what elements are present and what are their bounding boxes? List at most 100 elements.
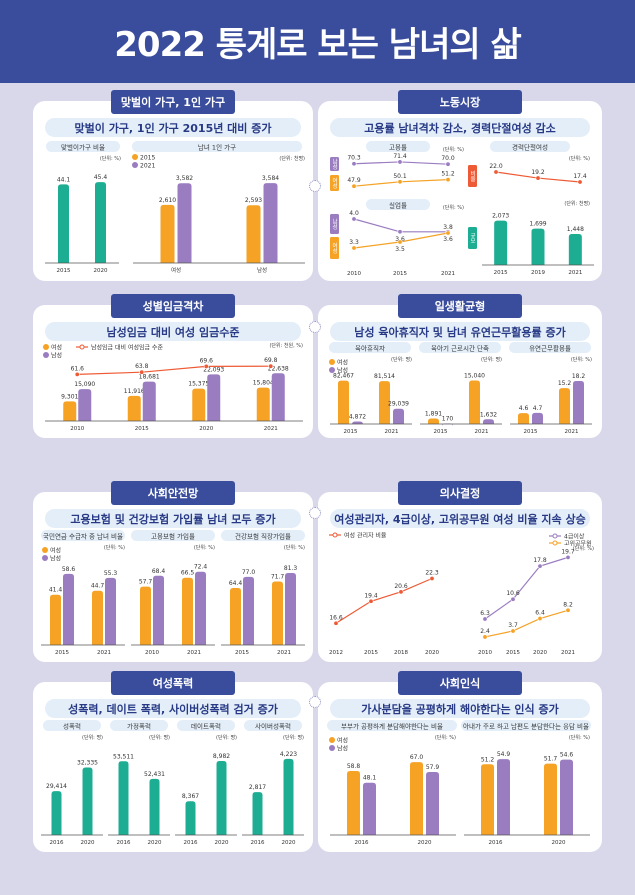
bar: [481, 764, 494, 835]
data-label: 48.1: [363, 775, 377, 782]
bar: [272, 581, 283, 645]
tick-label: 2020: [148, 840, 162, 846]
section-title: 성별임금격차: [111, 294, 235, 318]
tick-label: 2016: [489, 840, 503, 846]
bar: [497, 759, 510, 835]
legend-label: 여성: [337, 359, 348, 367]
tick-label: 2021: [264, 426, 278, 432]
chart-title-pill: [110, 720, 168, 731]
unit-label: (단위: %): [435, 734, 456, 741]
data-label: 9,301: [61, 393, 78, 400]
chart-title: 경력단절여성: [512, 143, 548, 152]
legend-swatch: [42, 555, 48, 561]
unit-label: (단위: 명): [391, 356, 412, 363]
chart-title: 실업률: [389, 201, 407, 210]
section-subtitle: 남성 육아휴직자 및 남녀 유연근무활용률 증가: [330, 322, 590, 341]
bar: [568, 233, 582, 265]
data-label: 57.7: [139, 579, 153, 586]
chart-title-pill: [366, 141, 430, 152]
chart-title: 사이버성폭력: [255, 722, 291, 731]
chart-title: 유연근무활용률: [529, 344, 571, 353]
panel-perception: 사회인식 가사분담을 공평하게 해야한다는 인식 증가 부부가 공평하게 분담해…: [318, 671, 602, 852]
chart-title-pill: [490, 141, 570, 152]
panel-labor: 노동시장 고용률 남녀격차 감소, 경력단절여성 감소 고용률 (단위: %) 70…: [318, 90, 602, 281]
bar: [426, 772, 439, 835]
chart-title: 육아기 근로시간 단축: [431, 344, 489, 353]
bar: [195, 571, 206, 645]
bar: [393, 408, 404, 424]
bar: [531, 228, 545, 265]
tick-label: 2010: [145, 650, 159, 656]
bar: [82, 767, 93, 835]
data-label: 4,223: [280, 751, 297, 758]
legend-swatch: [329, 367, 335, 373]
section-title: 맞벌이 가구, 1인 가구: [111, 90, 235, 114]
tick-label: 2016: [50, 840, 64, 846]
data-label: 54.6: [560, 752, 574, 759]
data-label: 22,638: [268, 365, 289, 372]
bar: [428, 418, 439, 424]
data-label: 81,514: [374, 373, 395, 380]
bar: [105, 577, 116, 645]
connector-dot: [309, 507, 321, 519]
tick-label: 2016: [184, 840, 198, 846]
tick-label: 2016: [355, 840, 369, 846]
bar: [347, 771, 360, 835]
data-label: 45.4: [94, 174, 108, 181]
bar: [230, 587, 241, 645]
unit-label: (단위: %): [569, 155, 590, 162]
section-subtitle: 가사분담을 공평하게 해야한다는 인식 증가: [330, 699, 590, 718]
tick-label: 2010: [70, 426, 84, 432]
tick-label: 2020: [199, 426, 213, 432]
bar: [469, 380, 480, 424]
line-point: [537, 563, 543, 569]
data-label: 64.4: [229, 580, 243, 587]
side-tag: [330, 237, 339, 259]
unit-label: (단위: %): [573, 545, 594, 552]
line-point: [565, 607, 571, 613]
data-label: 15.2: [558, 380, 572, 387]
bar: [483, 419, 494, 424]
section-subtitle: 남성임금 대비 여성 임금수준: [45, 322, 301, 341]
tick-label: 2020: [282, 840, 296, 846]
line-point: [203, 363, 209, 369]
line-point: [368, 598, 374, 604]
legend-label: 2015: [140, 155, 155, 162]
chart-title-pill: [244, 720, 302, 731]
data-label: 3.7: [508, 622, 518, 629]
data-label: 22.3: [425, 570, 439, 577]
unit-label: (단위: %): [571, 356, 592, 363]
bar: [118, 761, 129, 835]
bar: [256, 387, 270, 421]
line-point: [397, 179, 403, 185]
unit-label: (단위: 명): [216, 734, 237, 741]
data-label: 58.8: [347, 763, 361, 770]
data-label: 29,039: [388, 401, 409, 408]
tick-label: 2021: [475, 429, 489, 435]
unit-label: (단위: %): [443, 146, 464, 153]
chart-title: 데이트폭력: [191, 722, 221, 731]
data-label: 3,584: [262, 175, 279, 182]
section-title: 의사결정: [398, 481, 522, 505]
legend-label: 여성: [50, 547, 61, 555]
tick-label: 2015: [135, 426, 149, 432]
data-label: 2,817: [249, 784, 266, 791]
bar: [142, 381, 156, 421]
legend-swatch: [79, 344, 85, 350]
line-point: [510, 628, 516, 634]
data-label: 17.8: [533, 557, 547, 564]
tick-label: 2021: [441, 271, 455, 277]
legend-swatch: [332, 532, 338, 538]
unit-label: (단위: %): [569, 734, 590, 741]
data-label: 8,982: [213, 753, 230, 760]
bar: [285, 573, 296, 645]
line-point: [565, 554, 571, 560]
data-label: 170: [442, 416, 454, 423]
side-tag-label: 비율: [469, 169, 476, 182]
unit-label: (단위: %): [443, 204, 464, 211]
side-tag: [330, 214, 339, 234]
chart-title: 부부가 공평하게 분담해야한다는 비율: [341, 722, 443, 731]
